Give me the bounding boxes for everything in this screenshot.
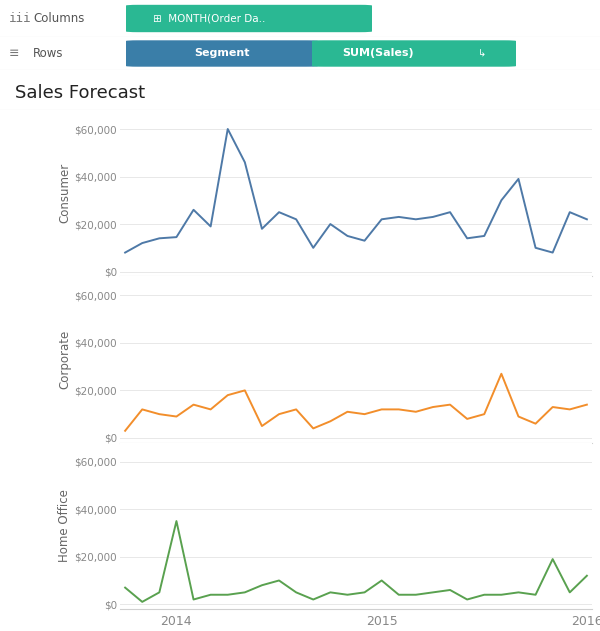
FancyBboxPatch shape: [126, 5, 372, 32]
Text: ≡: ≡: [9, 47, 19, 60]
Text: ⊞  MONTH(Order Da..: ⊞ MONTH(Order Da..: [153, 13, 265, 23]
Text: Corporate: Corporate: [59, 330, 71, 389]
Text: iii: iii: [9, 12, 32, 25]
Text: Sales Forecast: Sales Forecast: [15, 84, 145, 102]
FancyBboxPatch shape: [312, 40, 516, 67]
Text: Segment: Segment: [194, 49, 250, 59]
Text: SUM(Sales): SUM(Sales): [342, 49, 413, 59]
Text: Rows: Rows: [33, 47, 64, 60]
Text: Home Office: Home Office: [59, 490, 71, 562]
Text: ↳: ↳: [478, 49, 486, 59]
Text: Consumer: Consumer: [59, 163, 71, 223]
Text: Columns: Columns: [33, 12, 85, 25]
FancyBboxPatch shape: [126, 40, 318, 67]
